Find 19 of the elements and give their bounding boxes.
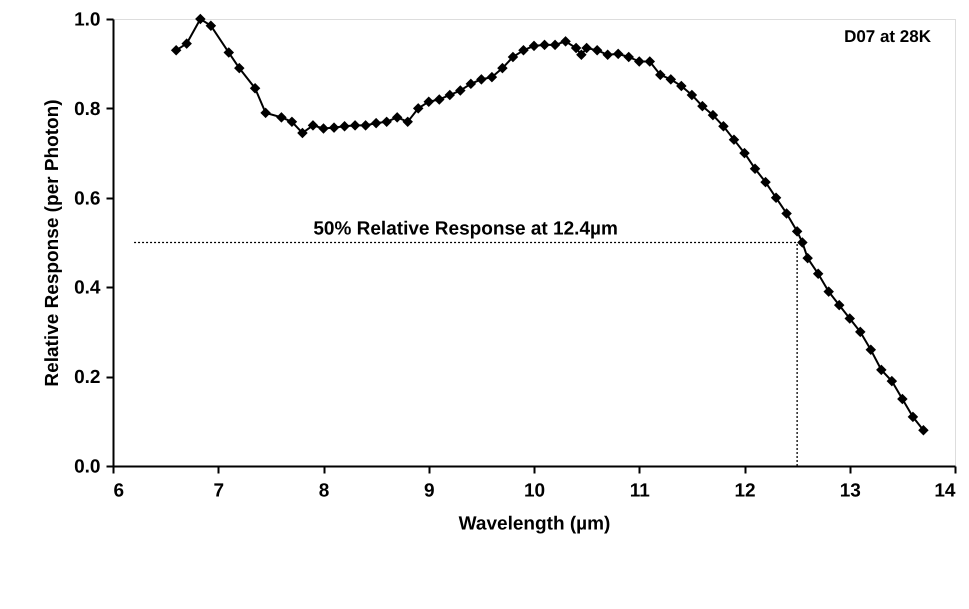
y-tick-label: 1.0 <box>74 10 100 30</box>
x-tick-label: 14 <box>934 480 956 502</box>
x-tick-label: 7 <box>213 480 224 502</box>
x-tick-label: 10 <box>524 480 546 502</box>
x-tick-label: 13 <box>840 480 861 502</box>
x-tick-label: 9 <box>424 480 435 502</box>
y-tick-label: 0.0 <box>74 456 100 478</box>
x-tick-label: 6 <box>114 480 124 502</box>
x-tick-label: 8 <box>318 480 330 502</box>
x-axis-title: Wavelength (µm) <box>458 514 610 534</box>
y-tick-label: 0.4 <box>74 278 101 299</box>
x-tick-label: 11 <box>630 480 650 502</box>
ref-line-label: 50% Relative Response at 12.4µm <box>313 218 618 240</box>
annotation: D07 at 28K <box>844 27 932 46</box>
y-tick-label: 0.6 <box>74 188 100 210</box>
y-axis-title: Relative Response (per Photon) <box>42 99 64 387</box>
y-tick-label: 0.2 <box>74 367 100 388</box>
y-tick-label: 0.8 <box>74 98 100 120</box>
x-tick-label: 12 <box>734 480 756 502</box>
